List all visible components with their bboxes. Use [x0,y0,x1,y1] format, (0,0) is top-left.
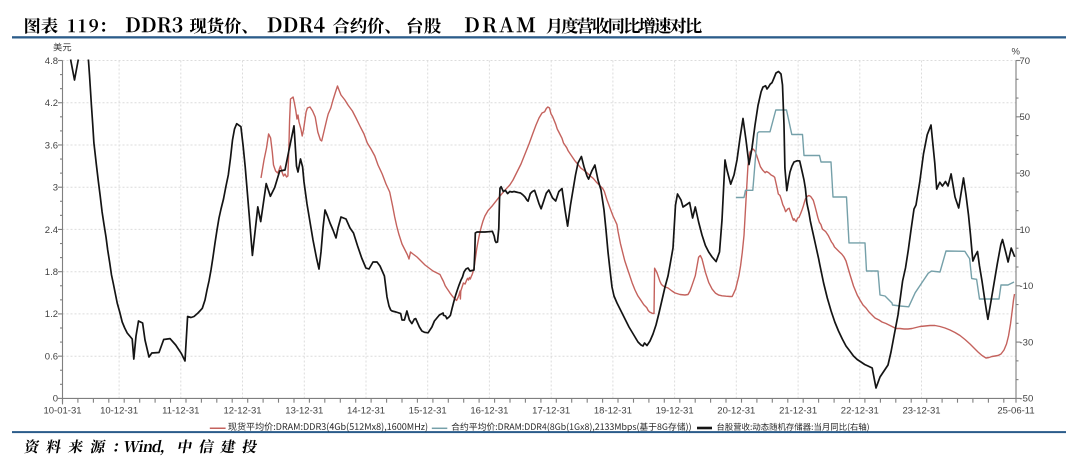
svg-text:70: 70 [1020,56,1031,67]
svg-text:-30: -30 [1020,337,1034,348]
svg-text:22-12-31: 22-12-31 [841,406,879,417]
svg-text:-50: -50 [1020,394,1034,405]
svg-text:20-12-31: 20-12-31 [717,406,755,417]
svg-text:4.8: 4.8 [45,56,58,67]
svg-text:21-12-31: 21-12-31 [779,406,817,417]
svg-text:11-12-31: 11-12-31 [162,406,199,417]
svg-text:1.2: 1.2 [45,309,58,320]
svg-text:16-12-31: 16-12-31 [470,406,508,417]
svg-text:-10: -10 [1020,281,1034,292]
svg-text:0.6: 0.6 [45,352,58,363]
svg-text:30: 30 [1020,168,1031,179]
svg-text:13-12-31: 13-12-31 [285,406,323,417]
svg-text:10-12-31: 10-12-31 [100,406,138,417]
svg-text:25-06-11: 25-06-11 [997,406,1034,417]
svg-text:10: 10 [1020,225,1031,236]
svg-text:1.8: 1.8 [45,267,58,278]
svg-text:19-12-31: 19-12-31 [656,406,694,417]
svg-text:17-12-31: 17-12-31 [532,406,570,417]
svg-text:15-12-31: 15-12-31 [409,406,447,417]
svg-text:3: 3 [53,183,58,194]
svg-text:23-12-31: 23-12-31 [902,406,940,417]
svg-text:10-01-31: 10-01-31 [43,406,81,417]
svg-text:18-12-31: 18-12-31 [594,406,632,417]
svg-text:4.2: 4.2 [45,98,58,109]
svg-text:%: % [1012,47,1021,58]
svg-text:14-12-31: 14-12-31 [347,406,385,417]
svg-text:50: 50 [1020,112,1031,123]
svg-text:12-12-31: 12-12-31 [223,406,261,417]
svg-text:3.6: 3.6 [45,140,58,151]
svg-text:2.4: 2.4 [45,225,58,236]
svg-text:0: 0 [53,394,58,405]
